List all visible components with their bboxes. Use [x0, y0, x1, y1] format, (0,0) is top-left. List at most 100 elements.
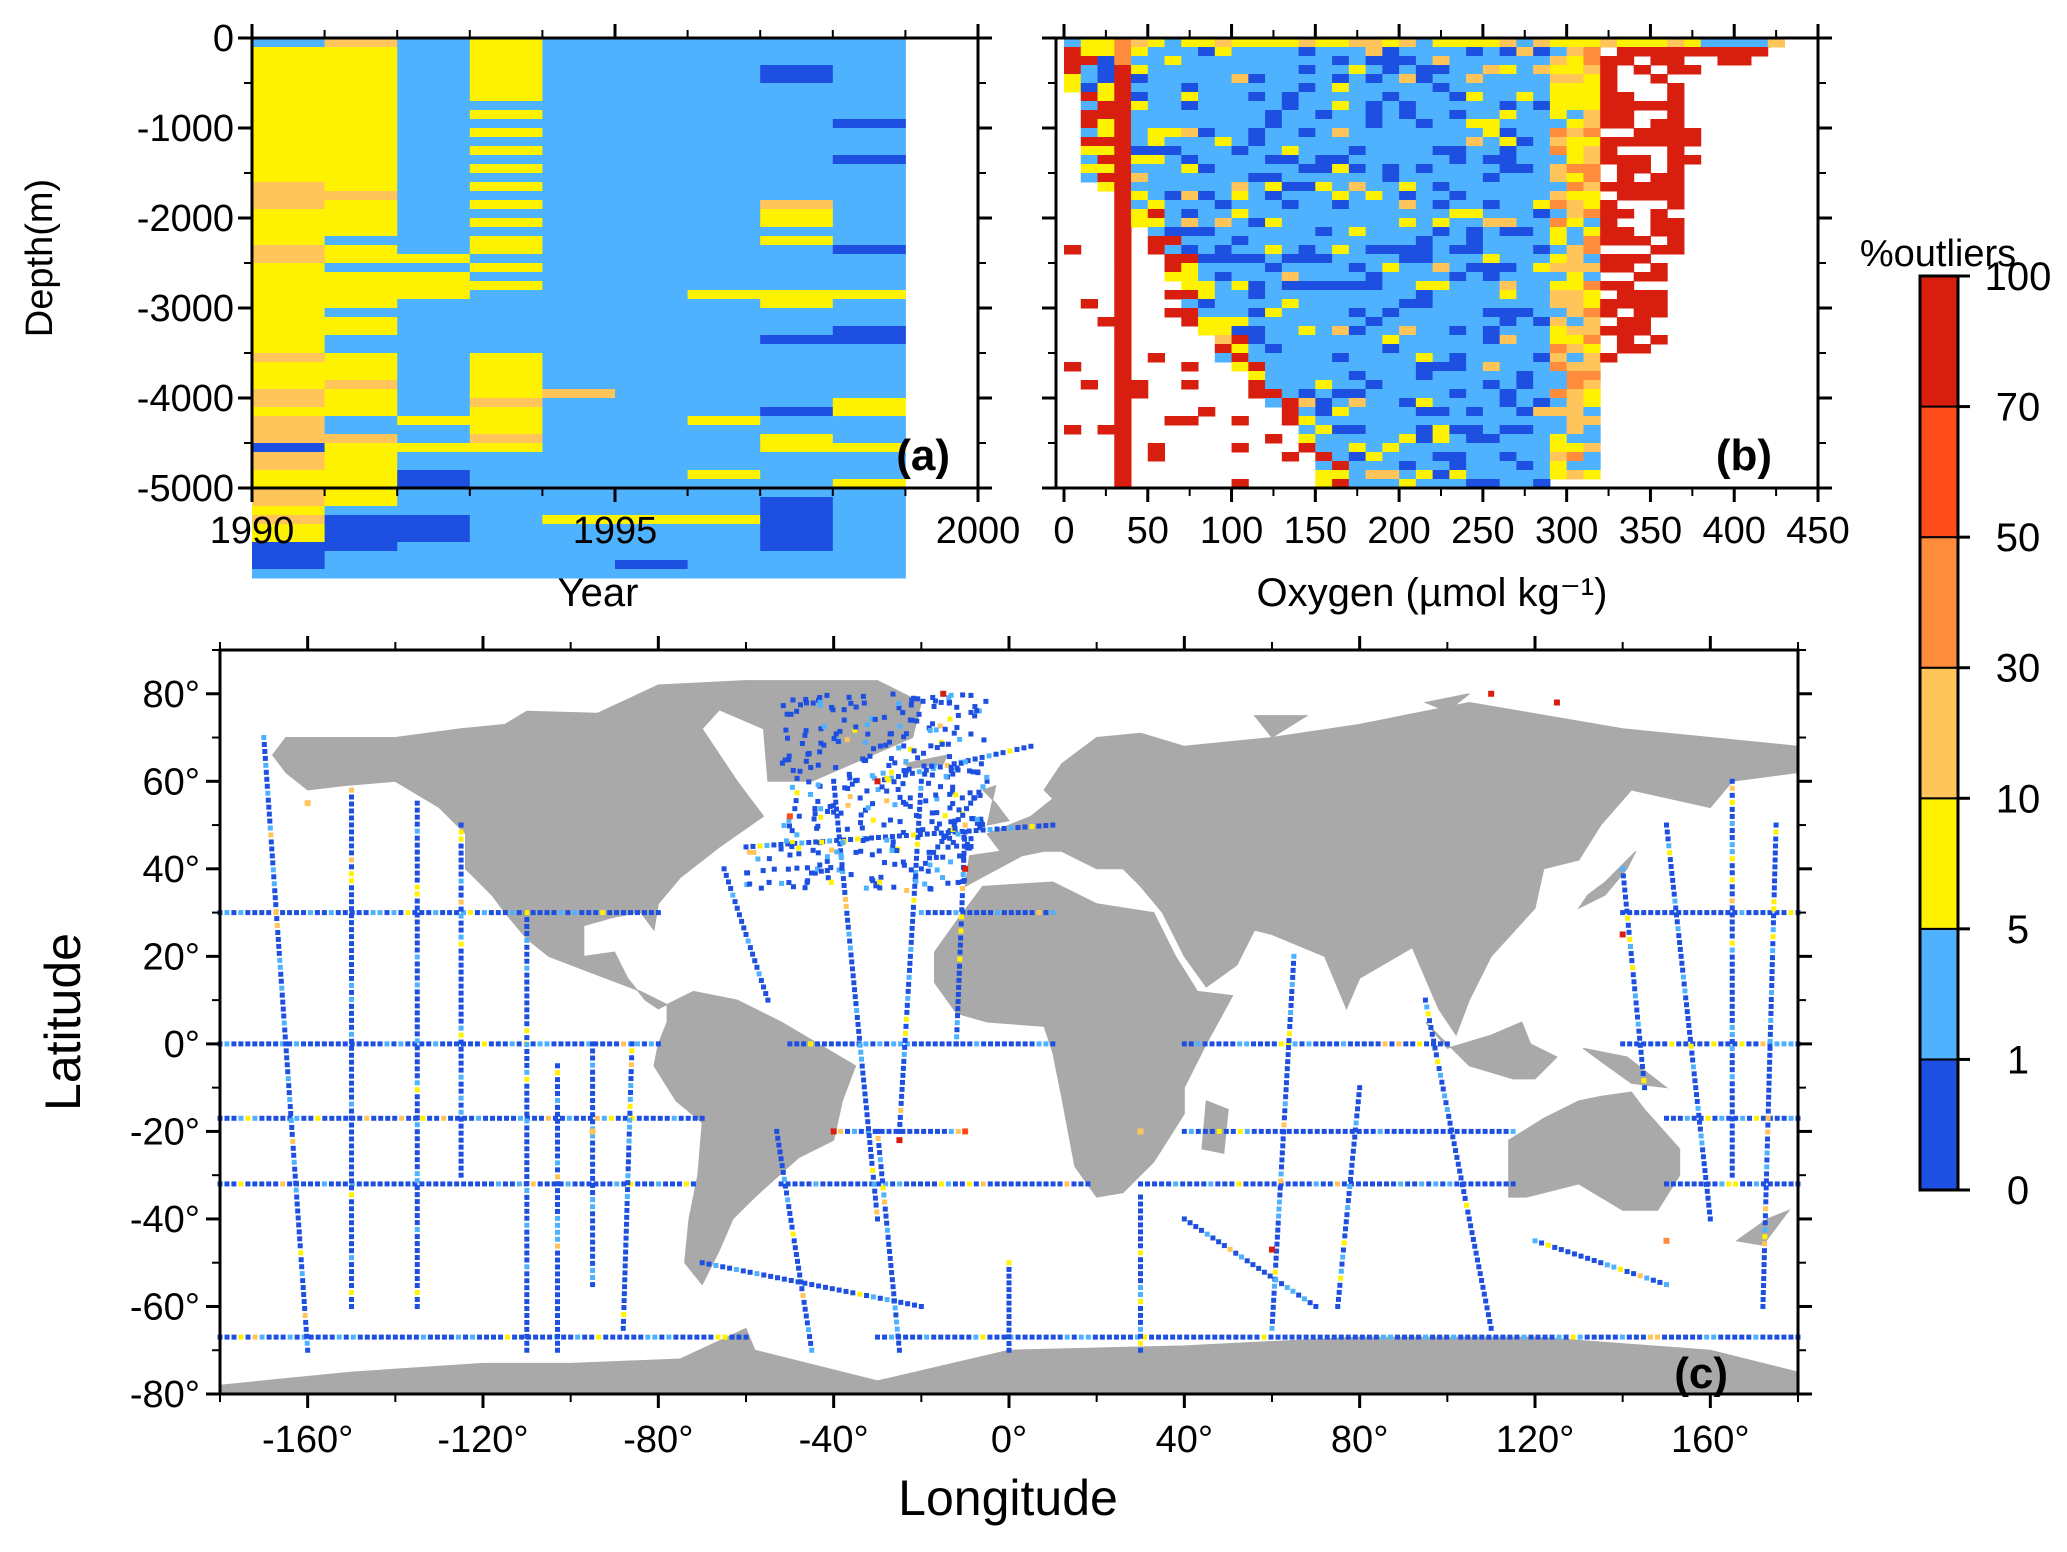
station-point [301, 1115, 307, 1121]
heatmap-cell [1298, 335, 1316, 345]
station-point [343, 1334, 349, 1340]
heatmap-cell [1147, 92, 1166, 102]
station-point [458, 829, 464, 835]
station-point [779, 760, 785, 766]
station-point [555, 1139, 561, 1145]
station-point [476, 1115, 482, 1121]
heatmap-cell [1399, 317, 1417, 327]
station-point [1507, 1334, 1513, 1340]
station-point [1138, 1201, 1143, 1207]
station-point [284, 1062, 290, 1068]
heatmap-cell [1566, 65, 1584, 75]
station-point [884, 798, 890, 804]
station-point [414, 1080, 420, 1086]
heatmap-cell [1281, 272, 1300, 282]
heatmap-cell [1348, 209, 1367, 219]
land-mass [934, 881, 1234, 1198]
heatmap-cell [1399, 470, 1417, 480]
station-point [524, 1306, 530, 1312]
station-point [962, 759, 968, 765]
station-point [1630, 965, 1636, 971]
station-point [1335, 1296, 1341, 1302]
station-point [458, 1109, 464, 1115]
station-point [590, 1090, 596, 1096]
heatmap-cell [1064, 362, 1082, 372]
station-point [1729, 954, 1735, 960]
heatmap-cell [1315, 425, 1333, 435]
heatmap-cell [1097, 110, 1115, 120]
station-point [349, 996, 354, 1002]
station-point [349, 794, 354, 800]
station-point [974, 1041, 980, 1047]
heatmap-cell [1365, 281, 1383, 291]
station-point [1774, 1334, 1780, 1340]
heatmap-cell [760, 65, 834, 84]
station-point [349, 1066, 354, 1072]
station-point [1247, 1334, 1253, 1340]
heatmap-cell [1231, 155, 1249, 165]
station-point [414, 1171, 420, 1177]
heatmap-cell [1214, 173, 1233, 183]
station-point [263, 762, 269, 768]
station-point [902, 772, 908, 778]
station-point [1729, 982, 1735, 988]
station-point [864, 722, 870, 728]
station-point [245, 1041, 251, 1047]
heatmap-cell [1198, 173, 1216, 183]
station-point [1635, 1014, 1641, 1020]
station-point [890, 839, 896, 845]
heatmap-cell [1432, 416, 1450, 426]
heatmap-cell [1516, 398, 1534, 408]
station-point [1361, 1041, 1367, 1047]
heatmap-cell [469, 164, 543, 174]
heatmap-cell [1198, 92, 1216, 102]
station-point [635, 1181, 641, 1187]
station-point [904, 888, 910, 894]
station-point [790, 767, 796, 773]
land-mass [1201, 1100, 1229, 1154]
heatmap-cell [324, 434, 398, 444]
heatmap-cell [1114, 191, 1132, 201]
heatmap-cell [1298, 245, 1316, 255]
station-point [671, 1115, 677, 1121]
heatmap-cell [1399, 416, 1417, 426]
station-point [930, 695, 936, 701]
station-point [596, 1334, 602, 1340]
station-point [1707, 1209, 1713, 1215]
station-point [491, 1334, 497, 1340]
heatmap-cell [1533, 200, 1551, 210]
heatmap-cell [1482, 119, 1501, 129]
station-point [1006, 1287, 1012, 1293]
heatmap-cell [1482, 227, 1501, 237]
station-point [961, 834, 967, 840]
heatmap-cell [1499, 74, 1517, 84]
heatmap-cell [1499, 398, 1517, 408]
station-point [1265, 1128, 1271, 1134]
station-point [626, 1152, 632, 1158]
heatmap-cell [1315, 362, 1333, 372]
station-point [261, 735, 267, 741]
station-point [779, 1163, 785, 1169]
heatmap-cell [1482, 398, 1501, 408]
station-point [1764, 1171, 1770, 1177]
station-point [1612, 1334, 1618, 1340]
heatmap-cell [1164, 155, 1182, 165]
station-point [902, 1044, 908, 1050]
station-point [683, 1181, 689, 1187]
heatmap-cell [1466, 236, 1484, 246]
heatmap-cell [469, 398, 543, 408]
station-point [1690, 1064, 1696, 1070]
station-point [872, 1195, 878, 1201]
heatmap-cell [1449, 272, 1467, 282]
station-point [524, 958, 530, 964]
station-point [458, 1151, 464, 1157]
station-point [1327, 1041, 1333, 1047]
heatmap-cell [1231, 227, 1249, 237]
heatmap-cell [1616, 137, 1635, 147]
station-point [750, 951, 756, 957]
station-point [841, 1181, 847, 1187]
station-point [901, 768, 907, 774]
station-point [1468, 1181, 1474, 1187]
station-point [349, 1241, 354, 1247]
station-point [892, 861, 898, 867]
